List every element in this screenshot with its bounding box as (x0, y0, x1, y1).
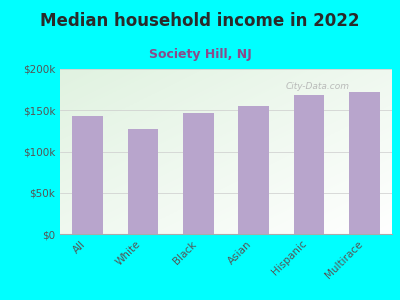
Bar (349, 92, 380, 234)
Bar (238, 106, 269, 234)
Bar (128, 129, 158, 234)
Bar (183, 113, 214, 234)
Bar (72, 116, 103, 234)
Bar (294, 95, 324, 234)
Text: Society Hill, NJ: Society Hill, NJ (149, 48, 251, 61)
Text: City-Data.com: City-Data.com (286, 82, 350, 91)
Text: Median household income in 2022: Median household income in 2022 (40, 12, 360, 30)
